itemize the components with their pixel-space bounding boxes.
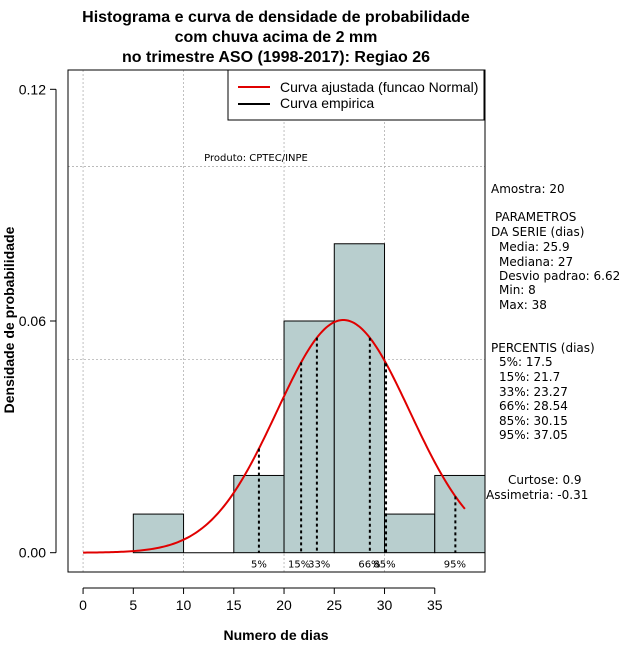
stat-p15: 15%: 21.7	[499, 370, 560, 384]
grid-layer	[68, 70, 485, 572]
x-tick-label-4: 20	[276, 597, 292, 613]
x-tick-label-5: 25	[326, 597, 342, 613]
stat-p33: 33%: 23.27	[499, 385, 568, 399]
y-axis-title: Densidade de probabilidade	[1, 226, 17, 413]
legend-label-empirical: Curva empirica	[280, 95, 374, 111]
legend-box	[227, 69, 485, 121]
histogram-bar-6	[434, 474, 486, 554]
stat-percentis-title: PERCENTIS (dias)	[491, 341, 595, 355]
x-axis-title: Numero de dias	[223, 627, 328, 643]
chart-title-line-1: Histograma e curva de densidade de proba…	[82, 9, 470, 26]
stat-media: Media: 25.9	[499, 240, 570, 254]
bars-layer	[132, 243, 486, 554]
histogram-bar-0	[132, 513, 185, 554]
histogram-bar-3	[283, 320, 335, 554]
stat-amostra: Amostra: 20	[491, 182, 565, 196]
percentile-label-5: 95%	[444, 560, 466, 571]
x-tick-label-3: 15	[226, 597, 242, 613]
x-tick-label-6: 30	[377, 597, 393, 613]
percentile-label-2: 33%	[308, 560, 330, 571]
axes-layer: 0 5 10 15 20 25 30 35 0.00 0.06 0.12	[19, 81, 443, 613]
x-tick-label-2: 10	[176, 597, 192, 613]
x-tick-label-0: 0	[79, 597, 87, 613]
stats-panel: Amostra: 20 PARAMETROS DA SERIE (dias) M…	[486, 182, 620, 502]
histogram-bar-4	[333, 243, 386, 554]
stat-max: Max: 38	[499, 298, 547, 312]
percentile-layer: 5% 15%33% 66%85% 95%	[251, 337, 466, 571]
percentile-label-4: 85%	[373, 560, 395, 571]
stat-parametros-title: PARAMETROS	[495, 210, 576, 224]
legend: Curva ajustada (funcao Normal) Curva emp…	[227, 69, 485, 121]
stat-serie-title: DA SERIE (dias)	[491, 225, 584, 239]
product-label: Produto: CPTEC/INPE	[204, 153, 308, 164]
y-tick-label-2: 0.12	[19, 81, 46, 97]
stat-min: Min: 8	[499, 283, 536, 297]
stat-assimetria: Assimetria: -0.31	[486, 488, 588, 502]
chart-title-line-2: com chuva acima de 2 mm	[175, 29, 378, 46]
y-tick-label-1: 0.06	[19, 313, 46, 329]
stat-curtose: Curtose: 0.9	[508, 473, 582, 487]
normal-fit-curve	[83, 319, 466, 554]
histogram-bar-5	[384, 513, 436, 554]
stat-p5: 5%: 17.5	[499, 355, 553, 369]
x-tick-label-1: 5	[129, 597, 137, 613]
chart-title-line-3: no trimestre ASO (1998-2017): Regiao 26	[122, 49, 430, 66]
legend-label-fit: Curva ajustada (funcao Normal)	[280, 79, 478, 95]
stat-desvio: Desvio padrao: 6.62	[499, 269, 620, 283]
stat-mediana: Mediana: 27	[499, 255, 573, 269]
stat-p85: 85%: 30.15	[499, 414, 568, 428]
percentile-label-1: 15%	[288, 560, 310, 571]
y-tick-label-0: 0.00	[19, 545, 46, 561]
percentile-label-3: 66%	[358, 560, 380, 571]
stat-p95: 95%: 37.05	[499, 428, 568, 442]
x-tick-label-7: 35	[427, 597, 443, 613]
curve-layer	[83, 319, 466, 554]
stat-p66: 66%: 28.54	[499, 399, 568, 413]
percentile-label-0: 5%	[251, 560, 267, 571]
